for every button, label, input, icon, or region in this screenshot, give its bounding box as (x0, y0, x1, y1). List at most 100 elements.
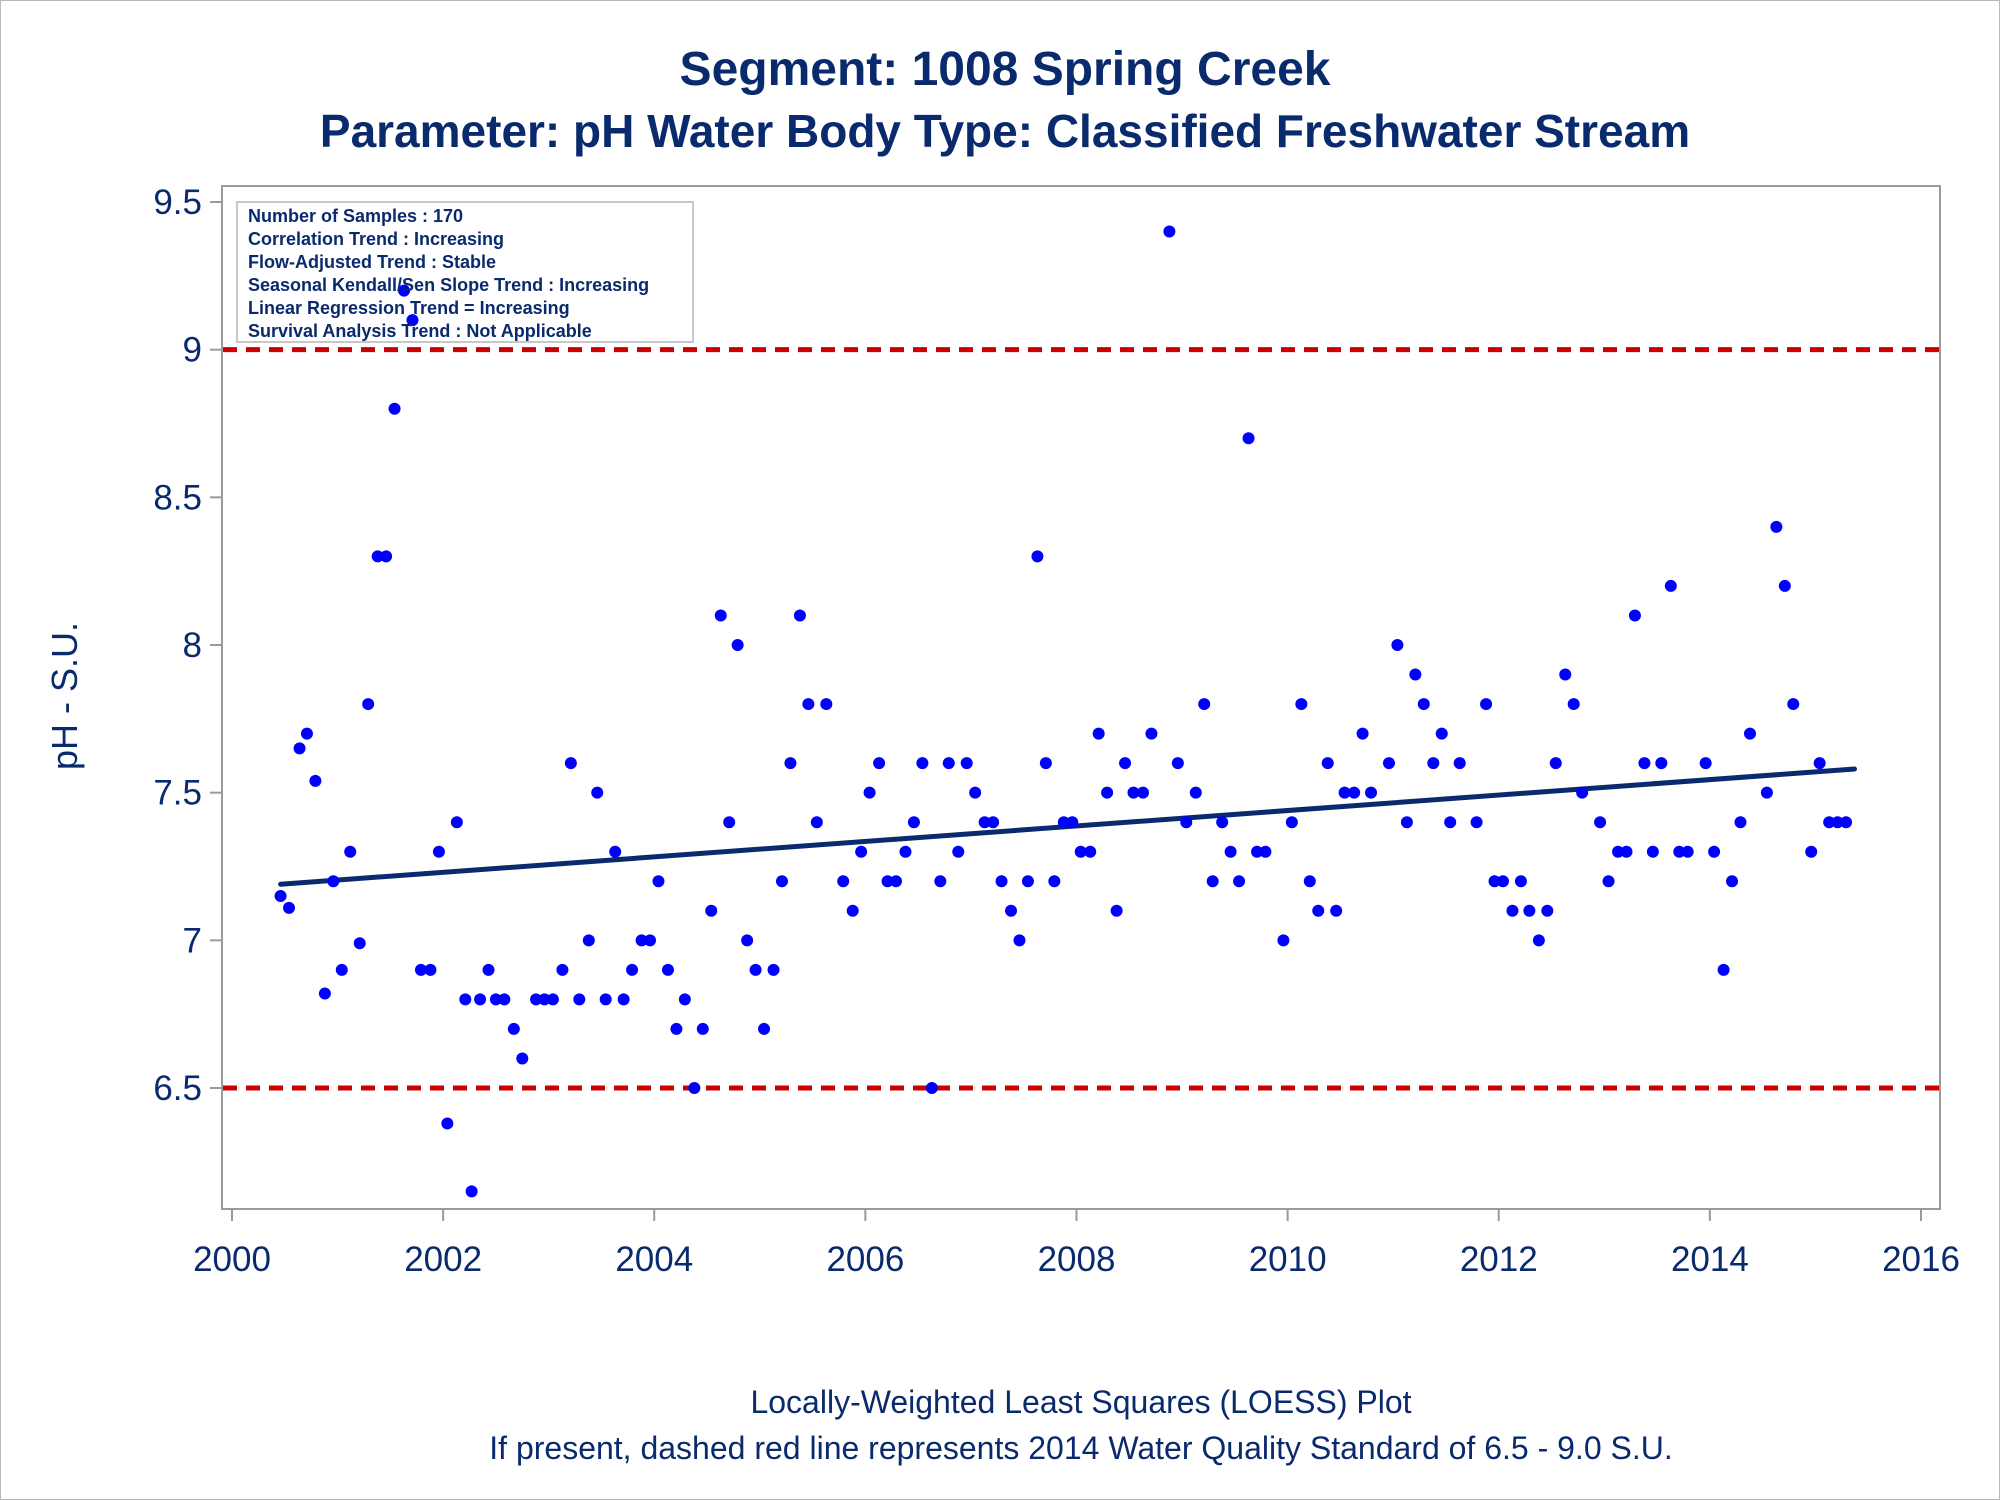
data-point (1409, 668, 1422, 681)
data-point (573, 993, 586, 1006)
data-point (820, 698, 833, 711)
data-point (1417, 698, 1430, 711)
y-axis: 6.5 7 7.5 8 8.5 9 9.5 (153, 183, 222, 1108)
data-point (482, 963, 495, 976)
data-point (1559, 668, 1572, 681)
data-point (1602, 875, 1615, 888)
data-point (837, 875, 850, 888)
data-point (1171, 757, 1184, 770)
data-point (741, 934, 754, 947)
data-point (899, 845, 912, 858)
data-point (344, 845, 357, 858)
data-point (300, 727, 313, 740)
data-point (414, 963, 427, 976)
data-point (362, 698, 375, 711)
data-point (696, 1022, 709, 1035)
data-point (960, 757, 973, 770)
data-point (1549, 757, 1562, 770)
data-point (916, 757, 929, 770)
data-point (465, 1185, 478, 1198)
data-point (1664, 579, 1677, 592)
data-point (1805, 845, 1818, 858)
data-point (1295, 698, 1308, 711)
data-point (1726, 875, 1739, 888)
y-tick-label: 6.5 (153, 1069, 202, 1108)
data-point (335, 963, 348, 976)
x-tick-label: 2010 (1249, 1240, 1327, 1279)
x-tick-label: 2000 (193, 1240, 271, 1279)
data-point (767, 963, 780, 976)
data-point (489, 993, 502, 1006)
data-point (1760, 786, 1773, 799)
data-point (907, 816, 920, 829)
stats-box: Number of Samples : 170 Correlation Tren… (236, 201, 694, 343)
data-point (969, 786, 982, 799)
data-point (380, 550, 393, 563)
data-point (1453, 757, 1466, 770)
y-tick-label: 8 (183, 626, 202, 665)
x-tick-label: 2006 (826, 1240, 904, 1279)
data-point (1514, 875, 1527, 888)
data-point (450, 816, 463, 829)
data-point (1198, 698, 1211, 711)
y-tick-label: 8.5 (153, 478, 202, 517)
data-point (353, 937, 366, 950)
data-point (1101, 786, 1114, 799)
y-tick-label: 9 (183, 331, 202, 370)
data-point (1594, 816, 1607, 829)
data-point (942, 757, 955, 770)
x-tick-label: 2008 (1038, 1240, 1116, 1279)
data-point (538, 993, 551, 1006)
data-point (1435, 727, 1448, 740)
data-point (1005, 904, 1018, 917)
data-point (758, 1022, 771, 1035)
data-point (952, 845, 965, 858)
data-point (1348, 786, 1361, 799)
data-point (1708, 845, 1721, 858)
data-point (1137, 786, 1150, 799)
stats-line: Correlation Trend : Increasing (248, 229, 504, 249)
data-point (1576, 786, 1589, 799)
data-point (283, 901, 296, 914)
data-point (1787, 698, 1800, 711)
data-point (441, 1117, 454, 1130)
data-point (1110, 904, 1123, 917)
data-point (978, 816, 991, 829)
data-point (775, 875, 788, 888)
data-point (670, 1022, 683, 1035)
data-point (371, 550, 384, 563)
data-point (1778, 579, 1791, 592)
chart-title: Segment: 1008 Spring Creek (680, 43, 1331, 96)
data-point (1444, 816, 1457, 829)
data-point (1057, 816, 1070, 829)
data-point (1285, 816, 1298, 829)
data-point (1541, 904, 1554, 917)
data-point (863, 786, 876, 799)
data-point (1206, 875, 1219, 888)
data-point (678, 993, 691, 1006)
x-axis: 2000 2002 2004 2006 2008 2010 2012 2014 2016 (193, 1209, 1960, 1279)
chart-subtitle: Parameter: pH Water Body Type: Classifie… (320, 105, 1690, 157)
data-point (749, 963, 762, 976)
data-point (1330, 904, 1343, 917)
data-point (1620, 845, 1633, 858)
data-point (1488, 875, 1501, 888)
data-point (1831, 816, 1844, 829)
data-point (644, 934, 657, 947)
data-point (1681, 845, 1694, 858)
data-point (889, 875, 902, 888)
data-point (530, 993, 543, 1006)
data-point (881, 875, 894, 888)
data-point (934, 875, 947, 888)
data-point (1356, 727, 1369, 740)
data-point (591, 786, 604, 799)
data-point (1013, 934, 1026, 947)
data-point (1523, 904, 1536, 917)
data-point (498, 993, 511, 1006)
data-point (1638, 757, 1651, 770)
data-point (995, 875, 1008, 888)
data-point (1646, 845, 1659, 858)
data-point (1189, 786, 1202, 799)
data-point (1506, 904, 1519, 917)
